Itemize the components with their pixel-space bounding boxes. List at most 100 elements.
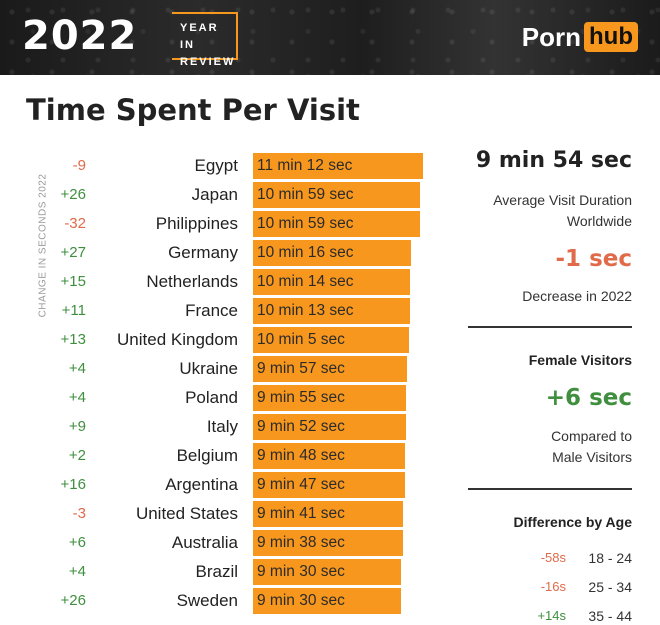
change-label: +13 (60, 331, 86, 348)
change-label: +4 (68, 563, 86, 580)
bar-value-label: 10 min 13 sec (257, 302, 354, 319)
country-label: Germany (168, 243, 238, 262)
age-difference-value: -58s (540, 550, 566, 565)
average-duration-value: 9 min 54 sec (475, 148, 632, 173)
age-row: -58s 18 - 24 (510, 550, 634, 570)
bar-value-label: 9 min 48 sec (257, 447, 345, 464)
chart-row: +27 Germany 10 min 16 sec (0, 240, 430, 267)
bar (253, 327, 409, 353)
country-label: Poland (185, 388, 238, 407)
country-label: Egypt (194, 156, 238, 175)
bar (253, 530, 403, 556)
chart-row: +2 Belgium 9 min 48 sec (0, 443, 430, 470)
bar (253, 559, 401, 585)
country-label: Japan (191, 185, 238, 204)
bar-value-label: 10 min 14 sec (257, 273, 354, 290)
country-label: Netherlands (146, 272, 238, 291)
country-label: United Kingdom (117, 330, 238, 349)
chart-row: +4 Poland 9 min 55 sec (0, 385, 430, 412)
divider (468, 326, 632, 328)
country-label: Brazil (195, 562, 238, 581)
average-duration-label-line2: Worldwide (566, 213, 632, 229)
change-label: -32 (64, 215, 86, 232)
chart-row: -3 United States 9 min 41 sec (0, 501, 430, 528)
change-label: +26 (60, 592, 86, 609)
logo-text-part2: hub (584, 22, 638, 52)
chart-row: +26 Japan 10 min 59 sec (0, 182, 430, 209)
age-range-label: 25 - 34 (588, 579, 632, 595)
chart-row: -9 Egypt 11 min 12 sec (0, 153, 430, 180)
chart-row: +13 United Kingdom 10 min 5 sec (0, 327, 430, 354)
change-label: +9 (68, 418, 86, 435)
female-change-label-line1: Compared to (551, 428, 632, 444)
year-heading: 2022 (22, 13, 138, 59)
bar-value-label: 10 min 16 sec (257, 244, 354, 261)
age-row: +14s 35 - 44 (510, 608, 634, 625)
age-range-label: 18 - 24 (588, 550, 632, 566)
chart-row: +26 Sweden 9 min 30 sec (0, 588, 430, 615)
female-change-value: +6 sec (545, 385, 632, 411)
country-label: Sweden (176, 591, 238, 610)
bar-value-label: 9 min 30 sec (257, 592, 345, 609)
bar (253, 414, 406, 440)
chart-row: +4 Brazil 9 min 30 sec (0, 559, 430, 586)
bar (253, 356, 407, 382)
change-label: -3 (72, 505, 86, 522)
bar-value-label: 10 min 59 sec (257, 215, 354, 232)
female-change-label: Compared to Male Visitors (551, 426, 632, 468)
average-change-label: Decrease in 2022 (522, 288, 632, 304)
bar-value-label: 10 min 59 sec (257, 186, 354, 203)
bar-value-label: 9 min 52 sec (257, 418, 345, 435)
change-label: +2 (68, 447, 86, 464)
change-label: -9 (72, 157, 86, 174)
country-label: Philippines (155, 214, 238, 233)
change-label: +4 (68, 360, 86, 377)
bar (253, 211, 421, 237)
female-change-label-line2: Male Visitors (552, 449, 632, 465)
year-in-review-box: YEAR IN REVIEW (172, 12, 238, 68)
average-change-value: -1 sec (555, 246, 632, 272)
change-label: +11 (61, 302, 86, 319)
age-row: -16s 25 - 34 (510, 579, 634, 599)
change-label: +27 (60, 244, 86, 261)
site-logo: Porn hub (522, 22, 638, 52)
chart-row: +4 Ukraine 9 min 57 sec (0, 356, 430, 383)
chart-row: +6 Australia 9 min 38 sec (0, 530, 430, 557)
bar (253, 298, 411, 324)
change-label: +6 (68, 534, 86, 551)
bar (253, 153, 423, 179)
bar-value-label: 11 min 12 sec (257, 157, 353, 174)
age-difference-value: +14s (537, 608, 566, 623)
bar (253, 182, 421, 208)
age-range-label: 35 - 44 (588, 608, 632, 624)
chart-row: -32 Philippines 10 min 59 sec (0, 211, 430, 238)
bar (253, 588, 401, 614)
average-duration-label-line1: Average Visit Duration (493, 192, 632, 208)
chart-row: +9 Italy 9 min 52 sec (0, 414, 430, 441)
bar (253, 385, 407, 411)
header-banner: 2022 YEAR IN REVIEW Porn hub (0, 0, 660, 75)
country-label: Italy (206, 417, 238, 436)
bar-value-label: 9 min 55 sec (257, 389, 345, 406)
year-in-review-line1: YEAR IN (180, 22, 219, 51)
bar-value-label: 9 min 41 sec (257, 505, 345, 522)
bar-value-label: 10 min 5 sec (257, 331, 345, 348)
change-label: +4 (68, 389, 86, 406)
change-label: +16 (60, 476, 86, 493)
country-label: Belgium (176, 446, 238, 465)
bar (253, 240, 411, 266)
chart-row: +16 Argentina 9 min 47 sec (0, 472, 430, 499)
bar-value-label: 9 min 38 sec (257, 534, 345, 551)
chart-row: +15 Netherlands 10 min 14 sec (0, 269, 430, 296)
bar-value-label: 9 min 30 sec (257, 563, 345, 580)
bar (253, 501, 404, 527)
year-in-review-line2: REVIEW (180, 56, 236, 68)
change-label: +15 (60, 273, 86, 290)
change-label: +26 (60, 186, 86, 203)
bar (253, 472, 405, 498)
page-title: Time Spent Per Visit (26, 93, 360, 127)
bar (253, 269, 411, 295)
age-difference-heading: Difference by Age (513, 514, 632, 530)
chart-row: +11 France 10 min 13 sec (0, 298, 430, 325)
bar (253, 443, 405, 469)
